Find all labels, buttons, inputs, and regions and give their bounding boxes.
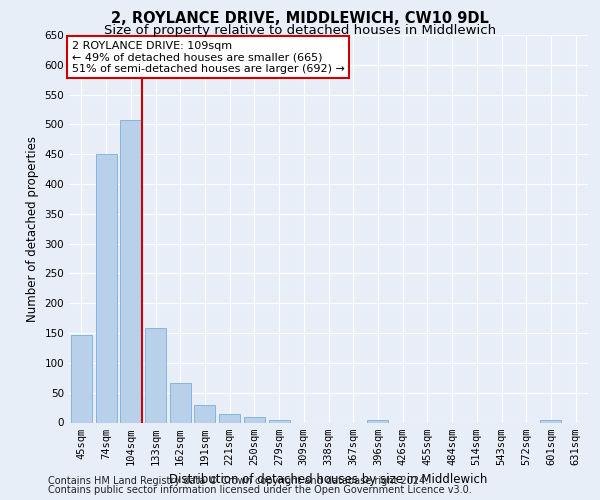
Bar — [194, 404, 215, 422]
Bar — [367, 420, 388, 422]
Text: Contains HM Land Registry data © Crown copyright and database right 2024.: Contains HM Land Registry data © Crown c… — [48, 476, 428, 486]
Text: Size of property relative to detached houses in Middlewich: Size of property relative to detached ho… — [104, 24, 496, 37]
Text: Contains public sector information licensed under the Open Government Licence v3: Contains public sector information licen… — [48, 485, 472, 495]
Text: 2, ROYLANCE DRIVE, MIDDLEWICH, CW10 9DL: 2, ROYLANCE DRIVE, MIDDLEWICH, CW10 9DL — [111, 11, 489, 26]
Bar — [95, 154, 116, 422]
Bar — [71, 335, 92, 422]
Bar — [244, 417, 265, 422]
Bar — [219, 414, 240, 422]
Bar — [120, 120, 141, 422]
Bar — [170, 383, 191, 422]
Bar — [145, 328, 166, 422]
Bar — [269, 420, 290, 422]
X-axis label: Distribution of detached houses by size in Middlewich: Distribution of detached houses by size … — [169, 473, 488, 486]
Bar — [541, 420, 562, 422]
Y-axis label: Number of detached properties: Number of detached properties — [26, 136, 39, 322]
Text: 2 ROYLANCE DRIVE: 109sqm
← 49% of detached houses are smaller (665)
51% of semi-: 2 ROYLANCE DRIVE: 109sqm ← 49% of detach… — [71, 41, 344, 74]
